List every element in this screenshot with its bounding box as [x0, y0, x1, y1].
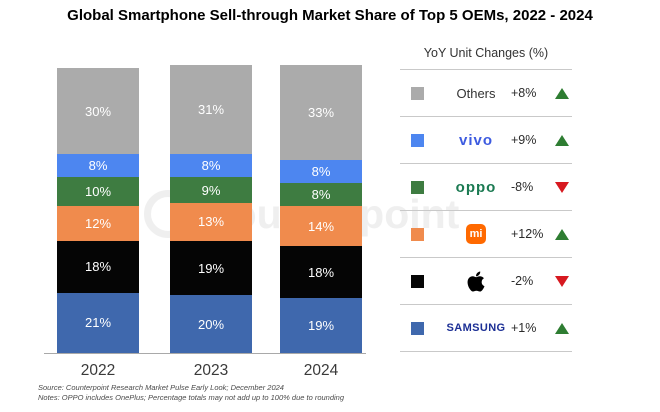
- x-axis-label-2022: 2022: [80, 362, 116, 379]
- stacked-bar-2023: 20% 19% 13% 9% 8% 31%: [170, 65, 252, 353]
- stacked-bar-2024: 19% 18% 14% 8% 8% 33%: [280, 65, 362, 353]
- legend-rows: Others +8% vivo +9% oppo -8% mi +12% -2% SAMSUNG +…: [400, 70, 572, 352]
- yoy-change-value: -2%: [511, 274, 534, 288]
- stacked-bar-chart: Counterpoint 21%18%12%10%8%30%20%19%13%9…: [44, 60, 459, 379]
- segment-value-label: 13%: [197, 214, 225, 230]
- x-axis-label-2023: 2023: [193, 362, 229, 379]
- oppo-logo-icon: oppo: [455, 178, 497, 196]
- segment-value-label: 14%: [307, 218, 335, 234]
- triangle-up-icon: [555, 87, 569, 99]
- legend-row-mi: mi +12%: [400, 211, 572, 258]
- segment-oppo-2022: 10%: [57, 177, 139, 207]
- color-swatch-others: [411, 86, 424, 100]
- segment-value-label: 21%: [84, 315, 112, 331]
- brand-label-text: Others: [456, 85, 496, 101]
- segment-xiaomi-2024: 14%: [280, 206, 362, 247]
- x-axis-line: [44, 353, 366, 354]
- triangle-up-icon: [555, 228, 569, 240]
- segment-value-label: 20%: [197, 316, 225, 332]
- segment-vivo-2024: 8%: [280, 160, 362, 184]
- color-swatch-mi: [411, 227, 424, 241]
- segment-samsung-2022: 21%: [57, 292, 139, 353]
- yoy-change-value: +1%: [511, 321, 537, 335]
- color-swatch-vivo: [411, 133, 424, 147]
- segment-apple-2023: 19%: [170, 240, 252, 296]
- samsung-logo-icon: SAMSUNG: [446, 322, 506, 334]
- chart-title: Global Smartphone Sell-through Market Sh…: [67, 7, 593, 24]
- segment-others-2023: 31%: [170, 65, 252, 155]
- color-swatch-samsung: [411, 321, 424, 335]
- segment-value-label: 8%: [201, 158, 221, 174]
- triangle-down-icon: [555, 181, 569, 193]
- legend-row-samsung: SAMSUNG +1%: [400, 305, 572, 352]
- yoy-change-value: +8%: [511, 86, 537, 100]
- legend-row-oppo: oppo -8%: [400, 164, 572, 211]
- segment-oppo-2023: 9%: [170, 177, 252, 204]
- segment-oppo-2024: 8%: [280, 183, 362, 207]
- brand-logo-mi: mi: [466, 224, 486, 244]
- footnotes: Source: Counterpoint Research Market Pul…: [38, 383, 344, 403]
- segment-value-label: 19%: [307, 318, 335, 334]
- stacked-bar-2022: 21% 18% 12% 10% 8% 30%: [57, 67, 139, 353]
- color-swatch-apple: [411, 274, 424, 288]
- notes-note: Notes: OPPO includes OnePlus; Percentage…: [38, 393, 345, 402]
- segment-value-label: 19%: [197, 260, 225, 276]
- brand-logo-samsung: SAMSUNG: [446, 322, 505, 334]
- mi-logo-icon: mi: [466, 224, 486, 244]
- segment-value-label: 31%: [197, 102, 225, 118]
- segment-samsung-2024: 19%: [280, 298, 362, 353]
- segment-others-2024: 33%: [280, 65, 362, 161]
- segment-apple-2024: 18%: [280, 246, 362, 299]
- triangle-up-icon: [555, 322, 569, 334]
- yoy-legend-panel: YoY Unit Changes (%) Others +8% vivo +9% opp…: [400, 42, 572, 352]
- segment-samsung-2023: 20%: [170, 295, 252, 353]
- segment-xiaomi-2023: 13%: [170, 203, 252, 241]
- yoy-change-value: +9%: [511, 133, 537, 147]
- x-axis-label-2024: 2024: [303, 362, 339, 379]
- triangle-down-icon: [555, 275, 569, 287]
- legend-row-others: Others +8%: [400, 70, 572, 117]
- segment-others-2022: 30%: [57, 67, 139, 155]
- brand-logo-oppo: oppo: [456, 179, 497, 196]
- color-swatch-oppo: [411, 180, 424, 194]
- yoy-change-value: +12%: [511, 227, 544, 241]
- segment-value-label: 10%: [84, 184, 112, 200]
- brand-label-others: Others: [456, 86, 495, 101]
- brand-logo-apple: [467, 270, 485, 293]
- segment-xiaomi-2022: 12%: [57, 206, 139, 241]
- segment-vivo-2023: 8%: [170, 154, 252, 178]
- legend-title: YoY Unit Changes (%): [400, 42, 572, 70]
- segment-value-label: 9%: [201, 182, 221, 198]
- segment-apple-2022: 18%: [57, 240, 139, 293]
- legend-row-vivo: vivo +9%: [400, 117, 572, 164]
- segment-value-label: 8%: [311, 164, 331, 180]
- yoy-change-value: -8%: [511, 180, 534, 194]
- segment-value-label: 18%: [307, 264, 335, 280]
- source-note: Source: Counterpoint Research Market Pul…: [38, 383, 284, 392]
- segment-value-label: 33%: [307, 105, 335, 121]
- segment-value-label: 18%: [84, 259, 112, 275]
- apple-logo-icon: [467, 270, 485, 292]
- vivo-logo-icon: vivo: [458, 131, 493, 149]
- segment-value-label: 8%: [311, 187, 331, 203]
- legend-row-apple: -2%: [400, 258, 572, 305]
- segment-vivo-2022: 8%: [57, 154, 139, 178]
- brand-logo-vivo: vivo: [459, 132, 493, 149]
- segment-value-label: 12%: [84, 215, 112, 231]
- segment-value-label: 30%: [84, 103, 112, 119]
- segment-value-label: 8%: [88, 158, 108, 174]
- triangle-up-icon: [555, 134, 569, 146]
